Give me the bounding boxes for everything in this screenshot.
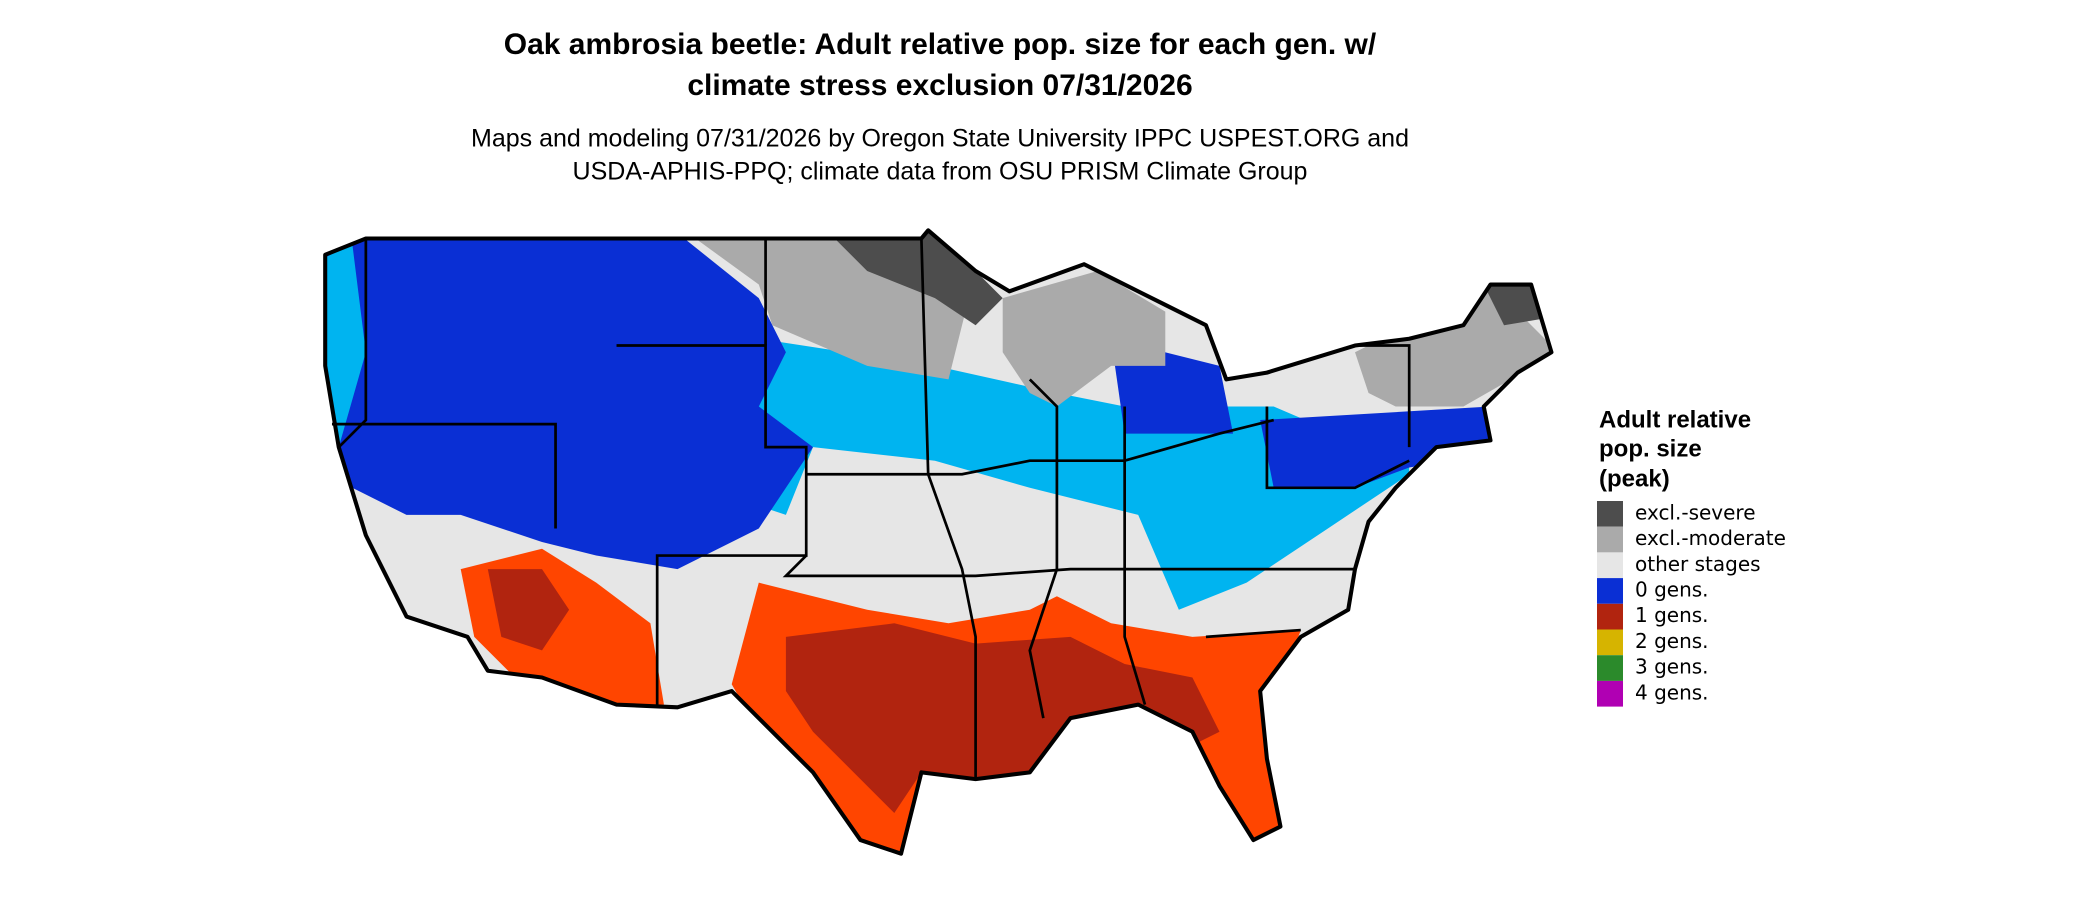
legend-label: other stages (1635, 552, 1761, 576)
region (1483, 284, 1545, 326)
border (920, 238, 977, 780)
region (487, 569, 570, 651)
legend-swatch (1597, 552, 1623, 579)
legend-label: 1 gens. (1635, 603, 1709, 627)
state-borders (331, 238, 1411, 780)
country-outline (323, 228, 1554, 856)
legend-title: Adult relative (1599, 406, 1751, 433)
legend-label: 2 gens. (1635, 629, 1709, 653)
legend-swatch (1597, 655, 1623, 681)
subtitle: Maps and modeling 07/31/2026 by Oregon S… (471, 125, 1409, 153)
title: climate stress exclusion 07/31/2026 (687, 69, 1192, 102)
region (325, 230, 814, 570)
subtitle: USDA-APHIS-PPQ; climate data from OSU PR… (573, 158, 1308, 186)
border (1028, 378, 1059, 719)
border (1355, 344, 1411, 448)
border (331, 422, 557, 529)
region (1260, 406, 1491, 488)
legend-swatch (1597, 680, 1623, 707)
border (806, 418, 1275, 476)
legend-swatch (1597, 603, 1623, 630)
region (785, 623, 1220, 813)
legend-label: 3 gens. (1635, 655, 1709, 679)
border (1265, 406, 1410, 490)
legend: Adult relative pop. size (peak) excl.-se… (1597, 406, 1786, 707)
legend-swatch (1597, 501, 1623, 527)
legend-swatch (1597, 578, 1623, 604)
legend-label: excl.-moderate (1635, 526, 1786, 550)
border (1205, 628, 1301, 639)
legend-label: 0 gens. (1635, 577, 1709, 601)
region (1002, 271, 1166, 407)
legend-swatch (1597, 526, 1623, 553)
legend-label: 4 gens. (1635, 680, 1709, 704)
legend-title: (peak) (1599, 465, 1670, 492)
border (337, 238, 368, 449)
border (1123, 406, 1147, 705)
legend-swatch (1597, 629, 1623, 656)
title: Oak ambrosia beetle: Adult relative pop.… (504, 28, 1377, 61)
region (325, 243, 366, 448)
legend-label: excl.-severe (1635, 500, 1756, 524)
legend-title: pop. size (1599, 435, 1702, 462)
border (782, 554, 1356, 578)
map (323, 228, 1554, 856)
map-fill (325, 230, 1552, 854)
